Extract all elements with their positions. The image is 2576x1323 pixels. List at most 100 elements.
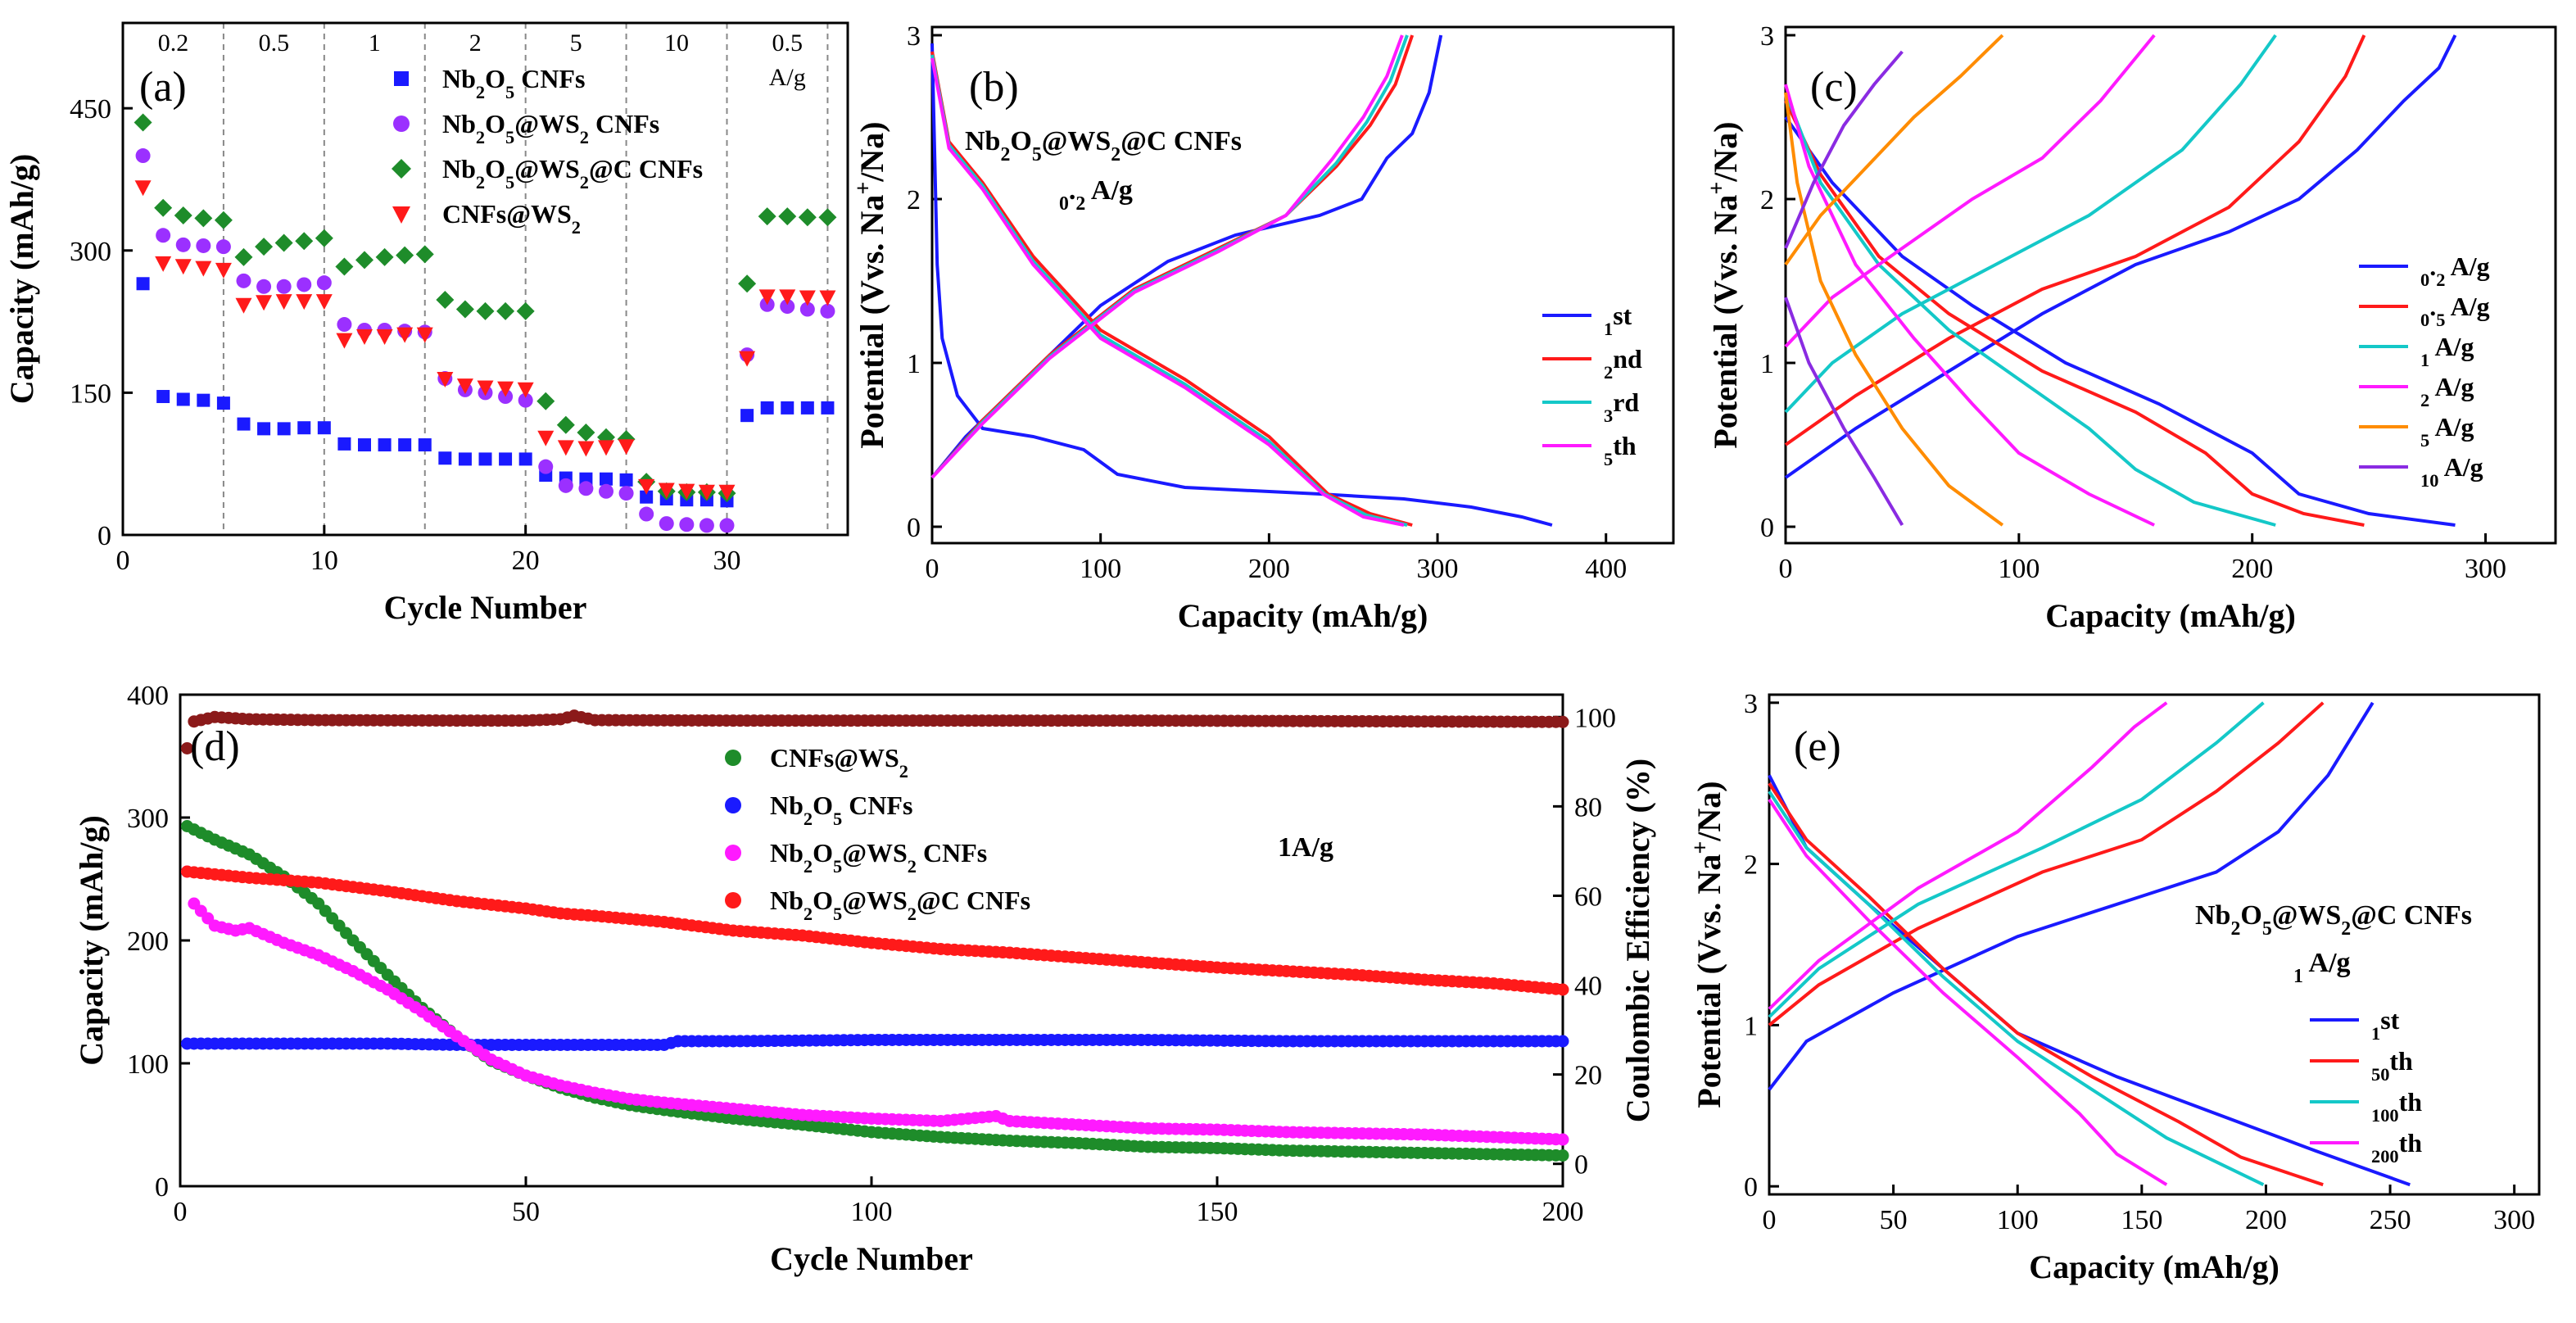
data-point	[136, 277, 150, 291]
data-point	[798, 208, 817, 227]
data-point	[154, 198, 173, 217]
data-point	[659, 516, 674, 532]
y-tick-label: 1	[1744, 1011, 1758, 1041]
discharge-curve	[1768, 782, 2324, 1187]
legend-label: 100th	[2371, 1087, 2422, 1126]
data-point	[537, 430, 555, 446]
data-point	[640, 490, 654, 504]
data-point	[618, 439, 635, 455]
charge-curve	[1784, 34, 2277, 414]
data-point	[275, 294, 292, 310]
discharge-curve	[1784, 100, 2365, 527]
y-tick-label: 3	[1760, 21, 1774, 52]
y-tick-label: 2	[907, 185, 921, 215]
y-tick-label: 1	[907, 349, 921, 379]
panel-label: (a)	[139, 64, 187, 111]
data-point	[237, 417, 251, 431]
x-tick-label: 200	[2231, 554, 2273, 584]
data-point	[698, 484, 715, 501]
x-tick-label: 300	[1417, 554, 1459, 584]
legend-label: 0.2 A/g	[2420, 251, 2490, 290]
y-tick-label: 0	[1760, 513, 1774, 543]
data-point	[599, 483, 613, 499]
panel-label: (e)	[1794, 723, 1841, 770]
data-point	[780, 299, 795, 315]
data-point	[396, 246, 414, 265]
x-axis-label: Cycle Number	[770, 1240, 973, 1277]
rate-label: 10	[664, 29, 689, 57]
data-point	[496, 301, 515, 320]
data-point	[820, 303, 835, 319]
data-point	[315, 294, 333, 310]
panel-e: 0 50 100 150 200 250 300 Capacity (mAh/g) 0 1 2 3 Po…	[1688, 689, 2541, 1285]
data-point	[135, 148, 151, 164]
x-axis-label: Cycle Number	[384, 589, 587, 626]
annotation-rate: 0.2 A/g	[1059, 175, 1133, 215]
y-tick-label: 0	[1744, 1172, 1758, 1203]
y2-tick-label: 100	[1574, 703, 1616, 733]
x-tick-label: 100	[1080, 554, 1121, 584]
x-axis-label: Capacity (mAh/g)	[2029, 1248, 2279, 1285]
charge-curve	[1784, 34, 2004, 266]
data-point	[781, 401, 795, 415]
y-tick-label: 3	[1744, 689, 1758, 719]
x-tick-label: 0	[1763, 1205, 1777, 1235]
discharge-curve	[930, 54, 1408, 527]
discharge-curve	[930, 43, 1553, 527]
panel-b: 0 100 200 300 400 Capacity (mAh/g) 0 1 2 3 Potenti…	[851, 21, 1675, 634]
data-point	[337, 437, 351, 451]
x-tick-label: 10	[310, 546, 338, 576]
data-point	[618, 486, 634, 501]
data-point	[297, 421, 311, 435]
y2-tick-label: 80	[1574, 792, 1602, 822]
legend-marker	[725, 750, 741, 766]
data-point	[256, 279, 272, 294]
data-point	[235, 297, 252, 314]
data-point	[315, 229, 333, 247]
data-point	[477, 380, 494, 396]
data-point	[518, 452, 532, 466]
legend-marker	[393, 116, 410, 132]
discharge-curve	[1784, 297, 1904, 527]
rate-label: 0.2	[158, 29, 189, 57]
y-tick-label: 0	[155, 1172, 169, 1203]
charge-curve	[1768, 701, 2325, 1026]
charge-curve	[1784, 34, 2156, 348]
data-point	[134, 180, 152, 197]
data-point	[476, 301, 495, 320]
data-point	[819, 290, 836, 306]
y-axis-label: Potential (Vvs. Na+/Na)	[851, 121, 891, 448]
charge-curve	[930, 34, 1404, 479]
rate-label: 1	[369, 29, 381, 57]
data-point	[378, 438, 392, 452]
data-point	[679, 517, 695, 532]
legend-label: 0.5 A/g	[2420, 292, 2490, 330]
y-tick-label: 0	[97, 521, 111, 551]
y-tick-label: 150	[70, 378, 111, 409]
charge-curve	[1784, 34, 2366, 446]
legend-label: Nb2O5@WS2@C CNFs	[442, 154, 703, 193]
data-point	[398, 438, 412, 452]
data-point	[639, 506, 654, 522]
data-point	[255, 238, 274, 256]
charge-curve	[1768, 701, 2168, 1011]
data-point	[215, 239, 231, 255]
discharge-curve	[1784, 116, 2456, 527]
data-point	[517, 382, 534, 398]
discharge-curve	[1784, 84, 2155, 527]
x-tick-label: 300	[2465, 554, 2506, 584]
panel-label: (d)	[190, 723, 240, 770]
data-point	[718, 484, 736, 501]
y-tick-label: 100	[127, 1049, 169, 1080]
y-tick-label: 450	[70, 94, 111, 125]
charge-curve	[1784, 34, 2457, 479]
plot-frame	[1768, 693, 2541, 1196]
y-tick-label: 300	[127, 804, 169, 834]
x-tick-label: 100	[1998, 554, 2040, 584]
data-point	[518, 392, 533, 408]
y2-axis-label: Coulombic Efficiency (%)	[1619, 759, 1656, 1122]
y-tick-label: 0	[907, 513, 921, 543]
x-axis-label: Capacity (mAh/g)	[2045, 597, 2296, 634]
y2-tick-label: 0	[1574, 1150, 1588, 1180]
